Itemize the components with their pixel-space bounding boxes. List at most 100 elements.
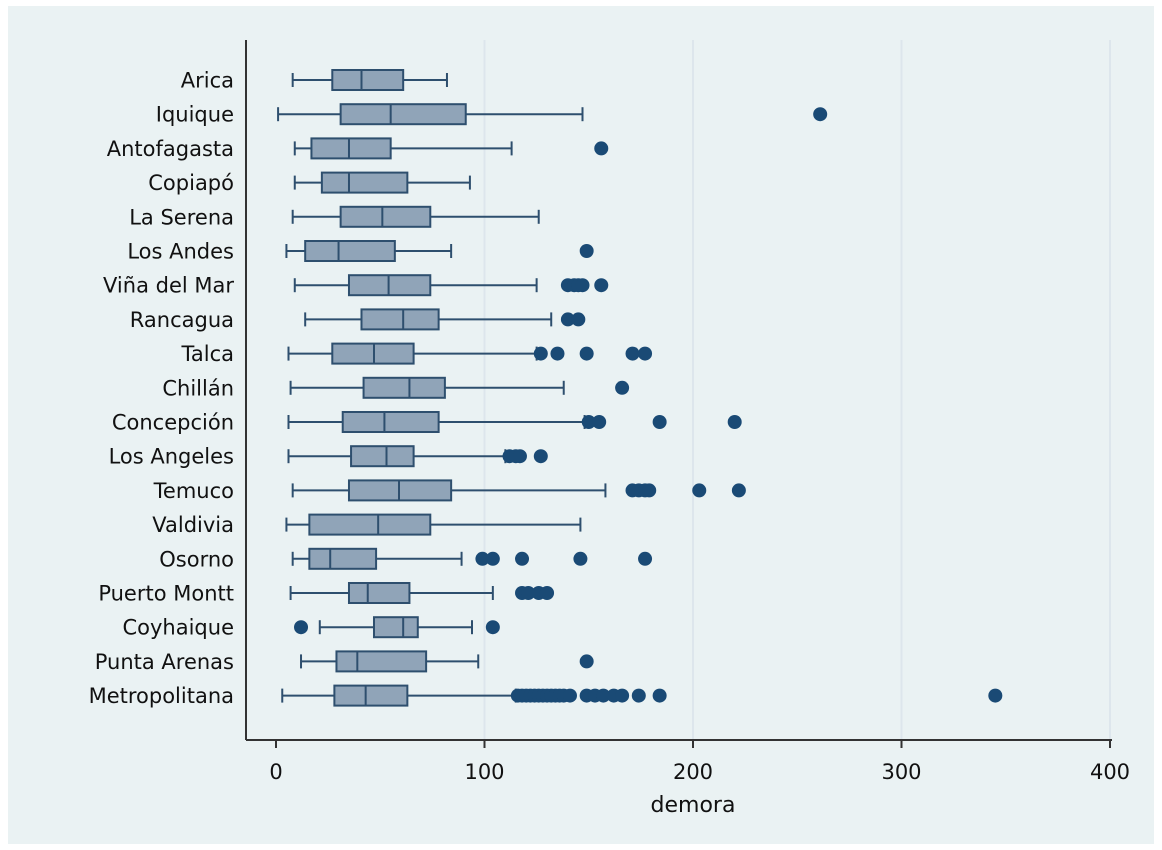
axis-layer: 0 100 200 300 400 [245,40,1130,784]
outlier-antofagasta-0 [594,141,609,156]
category-label-antofagasta: Antofagasta [107,137,234,161]
box-puerto-montt [289,582,555,604]
iqr-box-temuco [347,479,453,502]
category-label-chill-n: Chillán [162,376,234,400]
category-label-metropolitana: Metropolitana [89,684,234,708]
iqr-box-coyhaique [372,616,419,639]
x-tick-label-300: 300 [881,760,921,784]
grid-layer [483,40,1111,740]
iqr-box-valdivia [308,513,432,536]
outlier-osorno-1 [485,551,500,566]
box-chill-n [289,376,630,399]
box-metropolitana [281,684,1003,707]
outlier-vi-a-del-mar-3 [575,278,590,293]
iqr-box-arica [331,69,405,91]
category-label-rancagua: Rancagua [130,308,234,332]
outlier-los-andes-0 [579,244,594,258]
x-tick-label-400: 400 [1090,760,1130,784]
category-label-osorno: Osorno [159,547,234,571]
outlier-talca-0 [533,346,548,361]
outlier-metropolitana-12 [562,688,577,703]
category-label-puerto-montt: Puerto Montt [98,582,234,606]
outlier-metropolitana-17 [615,688,630,703]
outlier-metropolitana-20 [988,688,1003,703]
outlier-concepci-n-3 [727,415,742,429]
category-label-vi-a-del-mar: Viña del Mar [103,274,234,298]
category-label-concepci-n: Concepción [112,411,234,435]
outlier-concepci-n-1 [592,415,607,429]
iqr-box-iquique [339,103,467,126]
category-label-talca: Talca [181,342,234,366]
outlier-talca-4 [638,346,653,361]
box-iquique [277,103,828,126]
outlier-vi-a-del-mar-4 [594,278,609,293]
outlier-chill-n-0 [615,380,630,395]
outlier-concepci-n-0 [581,415,596,429]
box-arica [291,69,448,91]
box-layer [277,69,1003,707]
box-copiap- [293,171,471,194]
box-coyhaique [294,616,500,639]
outlier-metropolitana-15 [596,688,611,703]
category-label-iquique: Iquique [156,103,234,127]
iqr-box-chill-n [362,376,446,399]
iqr-box-rancagua [360,308,440,331]
iqr-box-metropolitana [333,684,409,707]
category-label-temuco: Temuco [153,479,234,503]
iqr-box-los-andes [304,240,396,262]
iqr-box-osorno [308,547,378,570]
box-antofagasta [293,137,609,160]
iqr-box-los-angeles [350,445,415,468]
outlier-temuco-3 [642,483,657,498]
outlier-metropolitana-19 [652,688,667,703]
outlier-puerto-montt-1 [521,586,536,600]
outlier-rancagua-1 [571,312,586,327]
box-talca [287,342,653,365]
box-valdivia [285,513,582,536]
outlier-osorno-3 [573,551,588,566]
category-label-valdivia: Valdivia [152,513,234,537]
category-label-copiap-: Copiapó [148,171,234,195]
x-tick-label-0: 0 [269,760,282,784]
outlier-temuco-4 [692,483,707,498]
box-los-angeles [287,445,548,468]
iqr-box-vi-a-del-mar [347,274,432,297]
box-osorno [291,547,653,570]
category-label-la-serena: La Serena [129,205,234,229]
outlier-talca-2 [579,346,594,361]
outlier-concepci-n-2 [652,415,667,429]
outlier-los-angeles-2 [512,449,527,464]
x-tick-label-200: 200 [673,760,713,784]
iqr-box-la-serena [339,205,432,228]
outlier-metropolitana-18 [631,688,646,703]
iqr-box-talca [331,342,415,365]
category-label-punta-arenas: Punta Arenas [95,650,234,674]
outlier-osorno-0 [475,551,490,566]
chart-panel [8,6,1154,844]
outlier-rancagua-0 [560,312,575,327]
outlier-punta-arenas-0 [579,654,594,669]
box-los-andes [285,240,594,262]
outlier-osorno-2 [515,551,530,566]
outlier-talca-3 [625,346,640,361]
category-labels: Arica Iquique Antofagasta Copiapó La Serena L… [89,69,235,709]
category-label-arica: Arica [181,69,234,93]
box-la-serena [291,205,540,228]
outlier-los-angeles-3 [533,449,548,464]
x-tick-label-100: 100 [464,760,504,784]
iqr-box-puerto-montt [347,582,411,604]
outlier-coyhaique-1 [485,620,500,635]
outlier-iquique-0 [813,107,828,122]
box-vi-a-del-mar [293,274,609,297]
iqr-box-punta-arenas [335,650,428,673]
x-axis-title: demora [651,793,736,818]
outlier-talca-1 [550,346,565,361]
category-label-los-andes: Los Andes [127,240,234,264]
box-concepci-n [287,411,742,433]
box-rancagua [304,308,586,331]
outlier-temuco-5 [731,483,746,498]
iqr-box-antofagasta [310,137,392,160]
iqr-box-concepci-n [341,411,440,433]
